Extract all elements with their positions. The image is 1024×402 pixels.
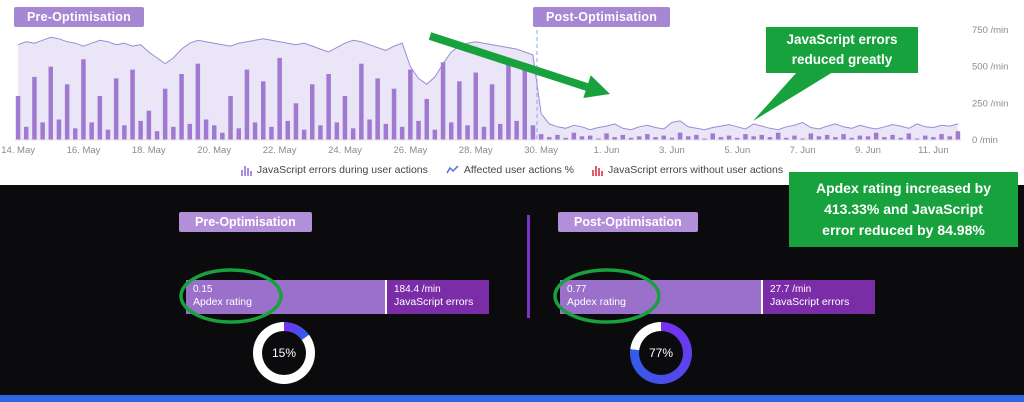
pre-apdex-label: Apdex rating <box>193 296 252 308</box>
pre-metrics-bar: 0.15 Apdex rating 184.4 /min JavaScript … <box>186 280 489 314</box>
purple-bars-icon <box>240 166 252 176</box>
post-apdex-segment: 0.77 Apdex rating <box>560 280 761 314</box>
post-errors-segment: 27.7 /min JavaScript errors <box>763 280 875 314</box>
pre-apdex-value: 0.15 <box>193 284 213 295</box>
svg-text:14. May: 14. May <box>1 145 35 156</box>
svg-text:250 /min: 250 /min <box>972 98 1008 109</box>
legend-label: JavaScript errors during user actions <box>256 164 428 176</box>
post-errors-value: 27.7 /min <box>770 284 812 295</box>
svg-text:30. May: 30. May <box>524 145 558 156</box>
pre-errors-value: 184.4 /min <box>394 284 441 295</box>
svg-text:750 /min: 750 /min <box>972 25 1008 36</box>
svg-text:500 /min: 500 /min <box>972 62 1008 73</box>
panel-divider <box>527 215 530 318</box>
blue-line-icon <box>446 165 459 174</box>
post-apdex-value: 0.77 <box>567 284 587 295</box>
svg-text:9. Jun: 9. Jun <box>855 145 881 156</box>
svg-text:28. May: 28. May <box>459 145 493 156</box>
pre-errors-label: JavaScript errors <box>394 296 474 308</box>
svg-text:26. May: 26. May <box>394 145 428 156</box>
pre-optimisation-label-top: Pre-Optimisation <box>14 7 144 27</box>
pre-apdex-segment: 0.15 Apdex rating <box>186 280 385 314</box>
legend-label: Affected user actions % <box>463 164 575 176</box>
svg-text:0 /min: 0 /min <box>972 135 998 146</box>
pre-errors-segment: 184.4 /min JavaScript errors <box>387 280 489 314</box>
svg-text:11. Jun: 11. Jun <box>918 145 948 156</box>
segment-separator <box>385 280 387 314</box>
svg-text:18. May: 18. May <box>132 145 166 156</box>
svg-text:7. Jun: 7. Jun <box>790 145 816 156</box>
bottom-window-strip <box>0 395 1024 402</box>
svg-text:22. May: 22. May <box>263 145 297 156</box>
svg-text:24. May: 24. May <box>328 145 362 156</box>
pre-optimisation-label-bottom: Pre-Optimisation <box>179 212 312 232</box>
svg-text:20. May: 20. May <box>197 145 231 156</box>
svg-text:16. May: 16. May <box>67 145 101 156</box>
legend-item-affected-user-actions[interactable]: Affected user actions % <box>446 164 574 176</box>
svg-text:1. Jun: 1. Jun <box>594 145 620 156</box>
apdex-donut-post-value: 77% <box>639 331 683 375</box>
legend-item-errors-without-actions[interactable]: JavaScript errors without user actions <box>592 164 783 176</box>
segment-separator <box>761 280 763 314</box>
annotation-apdex-increase: Apdex rating increased by 413.33% and Ja… <box>789 172 1018 247</box>
post-apdex-label: Apdex rating <box>567 296 626 308</box>
apdex-donut-pre-value: 15% <box>262 331 306 375</box>
apdex-donut-post: 77% <box>630 322 692 384</box>
svg-text:5. Jun: 5. Jun <box>724 145 750 156</box>
chart-legend: JavaScript errors during user actions Af… <box>0 164 1024 176</box>
post-optimisation-label-top: Post-Optimisation <box>533 7 671 27</box>
legend-label: JavaScript errors without user actions <box>608 164 784 176</box>
post-optimisation-label-bottom: Post-Optimisation <box>558 212 698 232</box>
post-errors-label: JavaScript errors <box>770 296 850 308</box>
annotation-errors-reduced: JavaScript errors reduced greatly <box>766 27 918 73</box>
post-metrics-bar: 0.77 Apdex rating 27.7 /min JavaScript e… <box>560 280 875 314</box>
svg-text:3. Jun: 3. Jun <box>659 145 685 156</box>
legend-item-errors-during-actions[interactable]: JavaScript errors during user actions <box>240 164 428 176</box>
apdex-donut-pre: 15% <box>253 322 315 384</box>
red-bars-icon <box>592 166 604 176</box>
